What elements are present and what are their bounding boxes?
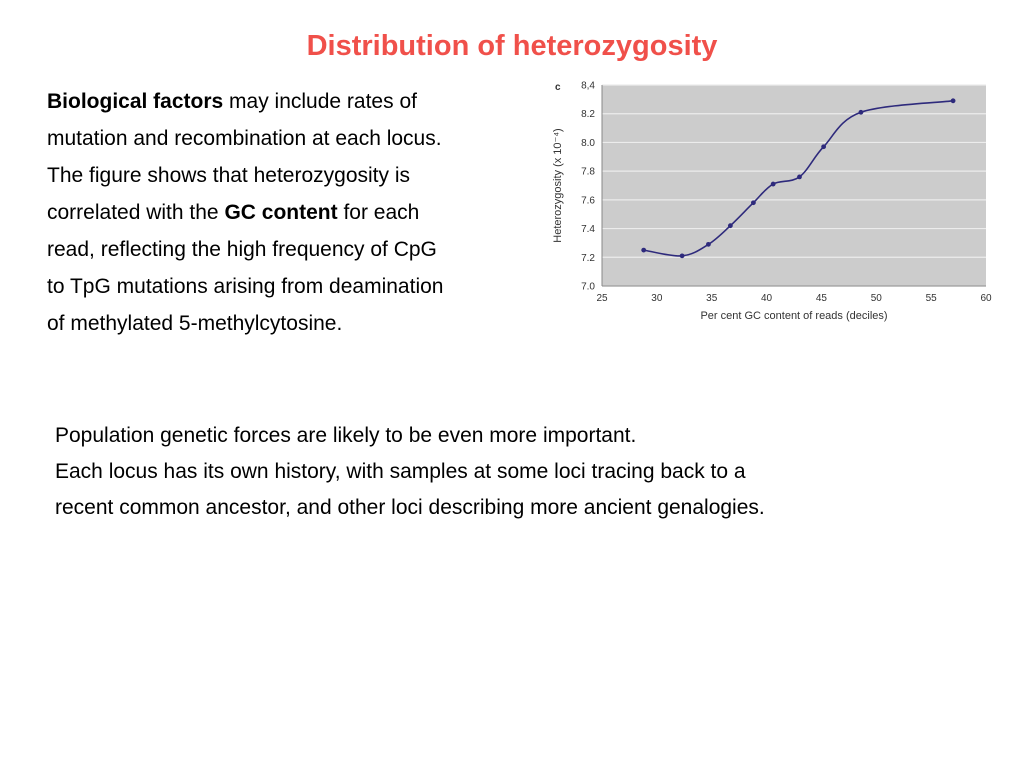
y-tick-label: 8.0 xyxy=(581,138,595,149)
paragraph-text: may include rates of xyxy=(223,90,417,113)
data-point xyxy=(821,144,827,150)
paragraph-line: Each locus has its own history, with sam… xyxy=(55,460,746,483)
data-point xyxy=(797,174,802,180)
gc-content-term: GC content xyxy=(224,201,338,224)
paragraph-text: correlated with the xyxy=(47,201,225,224)
x-tick-label: 25 xyxy=(596,293,608,304)
paragraph-line: recent common ancestor, and other loci d… xyxy=(55,496,765,519)
x-tick-label: 35 xyxy=(706,293,718,304)
paragraph-text: for each xyxy=(337,201,420,224)
x-axis-label: Per cent GC content of reads (deciles) xyxy=(700,310,887,322)
y-tick-label: 8.2 xyxy=(581,109,595,120)
data-point xyxy=(858,109,864,115)
paragraph-line: Biological factors may include rates of xyxy=(47,83,547,120)
paragraph-line: to TpG mutations arising from deaminatio… xyxy=(47,275,444,298)
x-tick-label: 55 xyxy=(926,293,938,304)
series-line xyxy=(643,99,954,257)
x-tick-label: 60 xyxy=(980,293,992,304)
paragraph-line: mutation and recombination at each locus… xyxy=(47,127,442,150)
y-tick-label: 7.4 xyxy=(581,224,595,235)
data-point xyxy=(641,247,647,253)
paragraph-line: The figure shows that heterozygosity is xyxy=(47,164,411,187)
slide-title: Distribution of heterozygosity xyxy=(306,30,718,62)
data-point xyxy=(727,223,733,229)
panel-label: c xyxy=(555,82,561,93)
paragraph-line: of methylated 5-methylcytosine. xyxy=(47,312,343,335)
x-tick-label: 50 xyxy=(871,293,883,304)
paragraph-line: Population genetic forces are likely to … xyxy=(55,424,637,447)
y-tick-label: 7.8 xyxy=(581,167,595,178)
y-tick-label: 7.6 xyxy=(581,195,595,206)
data-point xyxy=(770,181,776,187)
plot-area xyxy=(602,85,986,286)
paragraph-line: read, reflecting the high frequency of C… xyxy=(47,238,437,261)
paragraph-line: correlated with the GC content for each xyxy=(47,194,547,231)
data-point xyxy=(751,200,756,206)
biological-factors-term: Biological factors xyxy=(47,90,224,113)
x-tick-label: 30 xyxy=(651,293,663,304)
data-point xyxy=(679,253,685,259)
x-tick-label: 45 xyxy=(816,293,828,304)
population-genetics-paragraph: Population genetic forces are likely to … xyxy=(55,418,995,526)
x-tick-label: 40 xyxy=(761,293,773,304)
heterozygosity-gc-chart: 7.0 7.2 7.4 7.6 7.8 8.0 8.2 8,4 25 30 35 40 45 50 55 60… xyxy=(552,81,992,323)
data-point xyxy=(706,241,711,247)
y-tick-label: 7.0 xyxy=(581,282,595,293)
biological-factors-paragraph: Biological factors may include rates of … xyxy=(47,83,547,342)
y-tick-label: 8,4 xyxy=(581,81,595,92)
data-point xyxy=(950,98,956,104)
y-tick-label: 7.2 xyxy=(581,253,595,264)
y-axis-label: Heterozygosity (x 10⁻⁴) xyxy=(552,128,564,242)
